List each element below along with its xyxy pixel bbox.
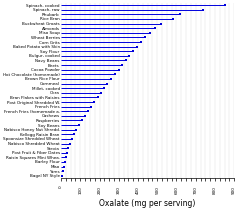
X-axis label: Oxalate (mg per serving): Oxalate (mg per serving) xyxy=(99,199,196,208)
